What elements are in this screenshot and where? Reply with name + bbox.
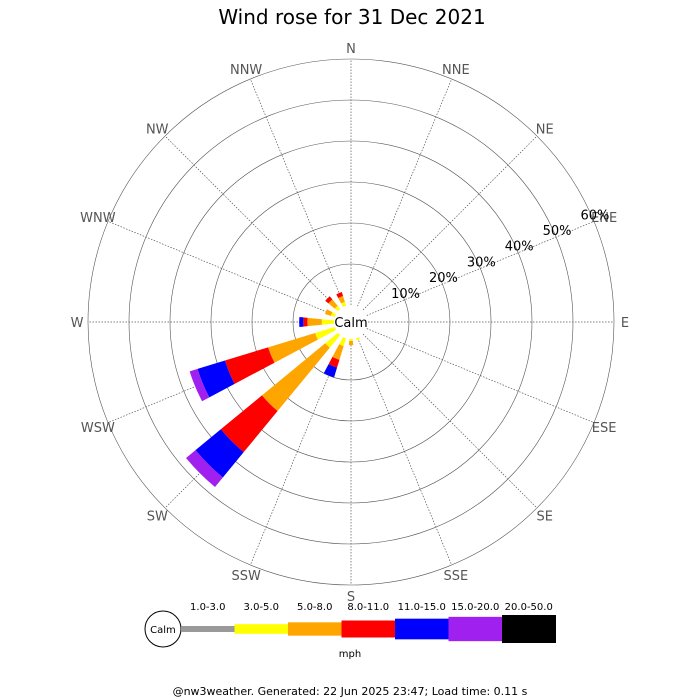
petal-ssw-bin-5 <box>323 364 338 378</box>
direction-label-wnw: WNW <box>80 211 116 226</box>
ring-label-5: 50% <box>543 224 572 239</box>
direction-label-ne: NE <box>536 122 554 137</box>
spoke-sse <box>357 337 452 566</box>
direction-label-sse: SSE <box>443 569 468 584</box>
petal-nw-bin-3 <box>328 299 338 309</box>
petal-sw-bin-3 <box>261 343 330 412</box>
direction-label-ene: ENE <box>591 211 617 226</box>
speed-legend: Calm mph 1.0-3.0 3.0-5.0 5.0-8.0 8.0-11.0 11… <box>144 602 556 660</box>
calm-circle <box>334 305 368 339</box>
legend-unit-label: mph <box>339 649 361 660</box>
spoke-nnw <box>250 78 345 307</box>
spoke-ese <box>366 328 595 423</box>
ring-label-2: 20% <box>429 271 458 286</box>
direction-label-s: S <box>347 590 355 605</box>
petal-ssw-bin-2 <box>339 337 347 347</box>
petal-ssw-bin-3 <box>332 344 344 360</box>
petal-wsw-bin-3 <box>268 332 318 363</box>
spoke-se <box>362 333 538 509</box>
direction-label-nnw: NNW <box>230 63 262 78</box>
grid-ring-6 <box>87 58 615 586</box>
direction-label-nw: NW <box>146 122 169 137</box>
ring-label-1: 10% <box>391 287 420 302</box>
legend-swatch-6 <box>448 616 503 642</box>
legend-bin-label-7: 20.0-50.0 <box>505 602 553 613</box>
legend-swatch-2 <box>234 624 289 634</box>
direction-label-w: W <box>71 316 84 331</box>
spoke-ne <box>362 135 538 311</box>
legend-swatch-1 <box>181 626 235 632</box>
direction-label-nne: NNE <box>442 63 470 78</box>
petal-w-bin-4 <box>303 317 308 327</box>
grid-ring-1 <box>292 263 410 381</box>
petal-wsw-bin-5 <box>197 360 235 398</box>
direction-label-e: E <box>621 316 629 331</box>
grid-ring-4 <box>169 140 533 504</box>
legend-swatch-5 <box>395 618 449 640</box>
petal-s-bin-2 <box>349 338 353 342</box>
direction-label-ssw: SSW <box>231 569 261 584</box>
petal-sw-bin-4 <box>220 395 278 453</box>
legend-bin-label-5: 11.0-15.0 <box>398 602 446 613</box>
wind-petals <box>186 292 360 487</box>
ring-label-6: 60% <box>581 208 610 223</box>
spoke-nw <box>164 135 340 311</box>
petal-w-bin-5 <box>299 317 304 327</box>
spoke-ene <box>366 221 595 316</box>
direction-label-ese: ESE <box>592 421 617 436</box>
legend-bin-label-4: 8.0-11.0 <box>347 602 389 613</box>
petal-ssw-bin-4 <box>328 356 340 368</box>
direction-label-n: N <box>346 42 356 57</box>
ring-label-4: 40% <box>505 240 534 255</box>
spoke-nne <box>357 78 452 307</box>
legend-swatch-4 <box>341 620 396 638</box>
direction-label-wsw: WSW <box>81 421 115 436</box>
petal-s-bin-3 <box>348 340 354 346</box>
petal-nw-bin-2 <box>334 305 341 312</box>
spoke-wnw <box>107 221 336 316</box>
petal-sw-bin-6 <box>186 450 223 487</box>
ring-label-3: 30% <box>467 255 496 270</box>
calm-label: Calm <box>334 316 367 331</box>
petal-w-bin-3 <box>307 317 322 327</box>
petal-sw-bin-5 <box>195 429 244 478</box>
petal-nw-bin-4 <box>325 296 333 304</box>
legend-calm-label: Calm <box>150 625 176 636</box>
petal-w-bin-2 <box>321 319 335 325</box>
petal-sw-bin-2 <box>325 332 341 348</box>
polar-grid: N NNE NE ENE E ESE SE SSE S SSW SW WSW W WNW NW NNW <box>71 42 630 605</box>
petal-wnw-bin-3 <box>324 309 333 316</box>
legend-bin-label-3: 5.0-8.0 <box>297 602 332 613</box>
petal-wsw-bin-6 <box>189 368 210 402</box>
legend-bin-label-6: 15.0-20.0 <box>451 602 499 613</box>
legend-swatch-7 <box>502 615 556 643</box>
direction-label-sw: SW <box>147 510 168 525</box>
petal-nnw-bin-2 <box>341 301 347 307</box>
petal-nnw-bin-3 <box>338 295 345 304</box>
calm-center: Calm <box>334 305 368 339</box>
petal-wsw-bin-2 <box>315 326 336 340</box>
direction-label-se: SE <box>537 510 553 525</box>
spoke-ssw <box>250 337 345 566</box>
legend-bin-label-2: 3.0-5.0 <box>244 602 279 613</box>
footer-text: @nw3weather. Generated: 22 Jun 2025 23:4… <box>173 685 528 698</box>
petal-wnw-bin-2 <box>330 312 336 318</box>
ring-labels: 10% 20% 30% 40% 50% 60% <box>391 208 609 301</box>
petal-nnw-bin-4 <box>336 292 344 298</box>
petal-wsw-bin-4 <box>224 347 275 384</box>
petal-sse-bin-2 <box>355 337 360 341</box>
legend-swatch-3 <box>288 622 342 636</box>
chart-title: Wind rose for 31 Dec 2021 <box>218 5 485 29</box>
legend-bin-label-1: 1.0-3.0 <box>190 602 225 613</box>
